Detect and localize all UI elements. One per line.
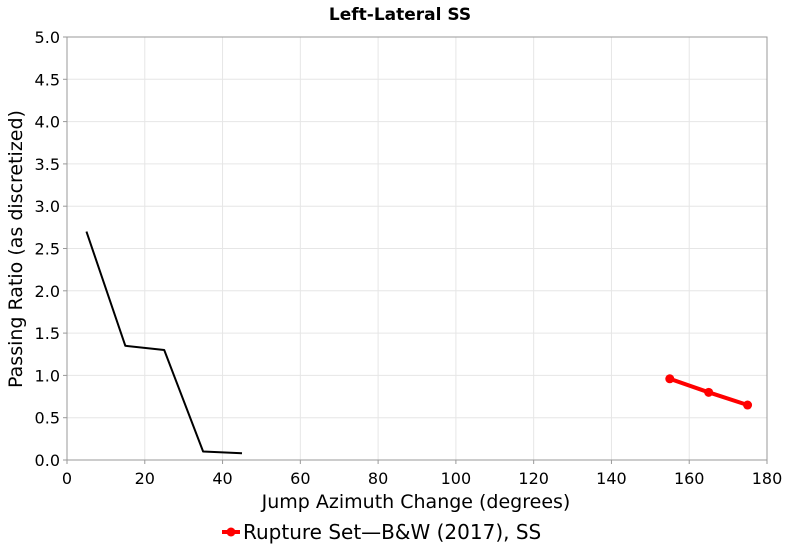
x-tick-label: 0: [62, 469, 72, 488]
chart-title: Left-Lateral SS: [329, 5, 471, 25]
legend-label: Rupture Set—B&W (2017), SS: [243, 520, 541, 544]
y-tick-label: 0.5: [35, 409, 60, 428]
y-tick-label: 1.0: [35, 366, 60, 385]
x-tick-label: 60: [290, 469, 310, 488]
data-point: [704, 387, 714, 397]
data-point: [665, 374, 675, 384]
y-tick-label: 3.0: [35, 197, 60, 216]
legend-swatch-marker: [226, 527, 236, 537]
y-tick-label: 3.5: [35, 155, 60, 174]
x-axis-title: Jump Azimuth Change (degrees): [261, 491, 571, 513]
x-tick-label: 40: [212, 469, 232, 488]
x-tick-label: 100: [441, 469, 472, 488]
x-tick-label: 140: [596, 469, 627, 488]
y-tick-label: 2.5: [35, 240, 60, 259]
y-tick-label: 4.5: [35, 70, 60, 89]
series-group: [85, 231, 753, 455]
series-line-0: [85, 231, 243, 455]
x-tick-label: 20: [135, 469, 155, 488]
x-axis-ticks: 0 20 40 60 80 100 120 140 160 180: [62, 460, 782, 488]
data-point: [743, 400, 753, 410]
y-tick-label: 0.0: [35, 451, 60, 470]
y-axis-title: Passing Ratio (as discretized): [5, 110, 27, 388]
grid: [66, 36, 768, 461]
x-tick-label: 180: [752, 469, 783, 488]
x-tick-label: 120: [518, 469, 549, 488]
y-tick-label: 5.0: [35, 28, 60, 47]
y-axis-ticks: 0.0 0.5 1.0 1.5 2.0 2.5 3.0 3.5 4.0 4.5 5.0: [35, 28, 67, 470]
legend: Rupture Set—B&W (2017), SS: [222, 520, 541, 544]
y-tick-label: 2.0: [35, 282, 60, 301]
x-tick-label: 80: [368, 469, 388, 488]
y-tick-label: 4.0: [35, 113, 60, 132]
y-tick-label: 1.5: [35, 324, 60, 343]
x-tick-label: 160: [674, 469, 705, 488]
